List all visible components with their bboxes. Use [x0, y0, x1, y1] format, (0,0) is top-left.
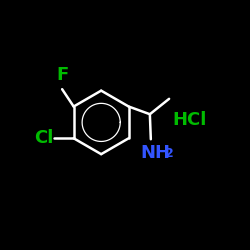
Text: NH: NH [141, 144, 171, 162]
Text: 2: 2 [165, 146, 173, 160]
Text: Cl: Cl [34, 129, 54, 147]
Text: F: F [56, 66, 68, 84]
Text: HCl: HCl [172, 110, 207, 128]
